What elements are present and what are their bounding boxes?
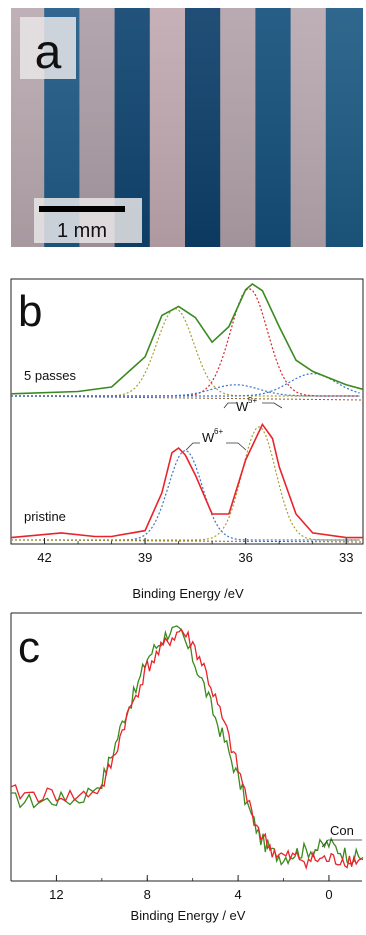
- scale-bar: [39, 206, 125, 212]
- panel-b-tick-label: 42: [37, 550, 51, 565]
- annotation-w5-sup: 5+: [248, 396, 257, 405]
- baseline-pristine: [10, 539, 364, 543]
- annotation-con-leader: [321, 839, 362, 848]
- panel-b-chart: b 5 passes pristine W 5+ W 6+ 42 39 36 33 B…: [10, 278, 364, 613]
- panel-a-svg: a 1 mm: [11, 8, 363, 247]
- annotation-w5-bracket-left: [223, 402, 236, 409]
- series-red: [10, 628, 364, 870]
- panel-a-label: a: [35, 26, 62, 79]
- panel-b-tick-label: 33: [339, 550, 353, 565]
- panel-b-curves: [10, 283, 364, 543]
- annotation-w6-text: W: [202, 430, 215, 445]
- scale-bar-label: 1 mm: [57, 220, 107, 242]
- panel-b-svg: b 5 passes pristine W 5+ W 6+ 42 39 36 33 B…: [10, 278, 364, 601]
- annotation-w5-bracket-right: [262, 402, 283, 409]
- panel-c-curves: [10, 625, 364, 870]
- panel-a-photo: a 1 mm: [11, 8, 363, 247]
- annotation-w6-bracket-right: [226, 442, 247, 451]
- curve-label-5-passes: 5 passes: [24, 368, 77, 383]
- panel-b-tick-label: 36: [238, 550, 252, 565]
- panel-a-label-box: [20, 17, 76, 79]
- panel-c-tick-label: 4: [234, 887, 241, 902]
- panel-b-x-axis: 42 39 36 33: [10, 538, 353, 565]
- annotation-con: Con: [321, 823, 362, 848]
- annotation-w6-bracket-left: [185, 442, 200, 451]
- series-pristine: [10, 422, 363, 539]
- panel-c-tick-label: 12: [49, 887, 63, 902]
- annotation-w5-text: W: [236, 399, 249, 414]
- component-w5-a-5p: [11, 384, 360, 397]
- annotation-w6: W 6+: [185, 427, 247, 451]
- panel-c-tick-label: 8: [144, 887, 151, 902]
- panel-c-chart: c Con 12 8 4 0 Binding Energy / eV: [10, 612, 364, 930]
- annotation-w6-sup: 6+: [214, 427, 223, 436]
- panel-c-svg: c Con 12 8 4 0 Binding Energy / eV: [10, 612, 364, 923]
- panel-c-label: c: [18, 623, 40, 672]
- panel-b-label: b: [18, 287, 42, 336]
- baseline-5-passes: [10, 395, 364, 401]
- series-green: [11, 625, 364, 866]
- panel-c-x-axis-title: Binding Energy / eV: [131, 908, 246, 923]
- panel-b-tick-label: 39: [138, 550, 152, 565]
- component-w6-5-2-5p: [11, 287, 360, 397]
- annotation-con-text: Con: [330, 823, 354, 838]
- scale-bar-box: [34, 198, 142, 243]
- component-w6-7-2-5p: [11, 307, 360, 397]
- panel-b-x-axis-title: Binding Energy /eV: [132, 586, 244, 601]
- series-5-passes: [10, 283, 364, 395]
- panel-b-frame: [10, 278, 364, 545]
- panel-c-x-axis: 12 8 4 0: [10, 875, 333, 902]
- panel-c-tick-label: 0: [325, 887, 332, 902]
- annotation-w5: W 5+: [223, 396, 283, 414]
- curve-label-pristine: pristine: [24, 509, 66, 524]
